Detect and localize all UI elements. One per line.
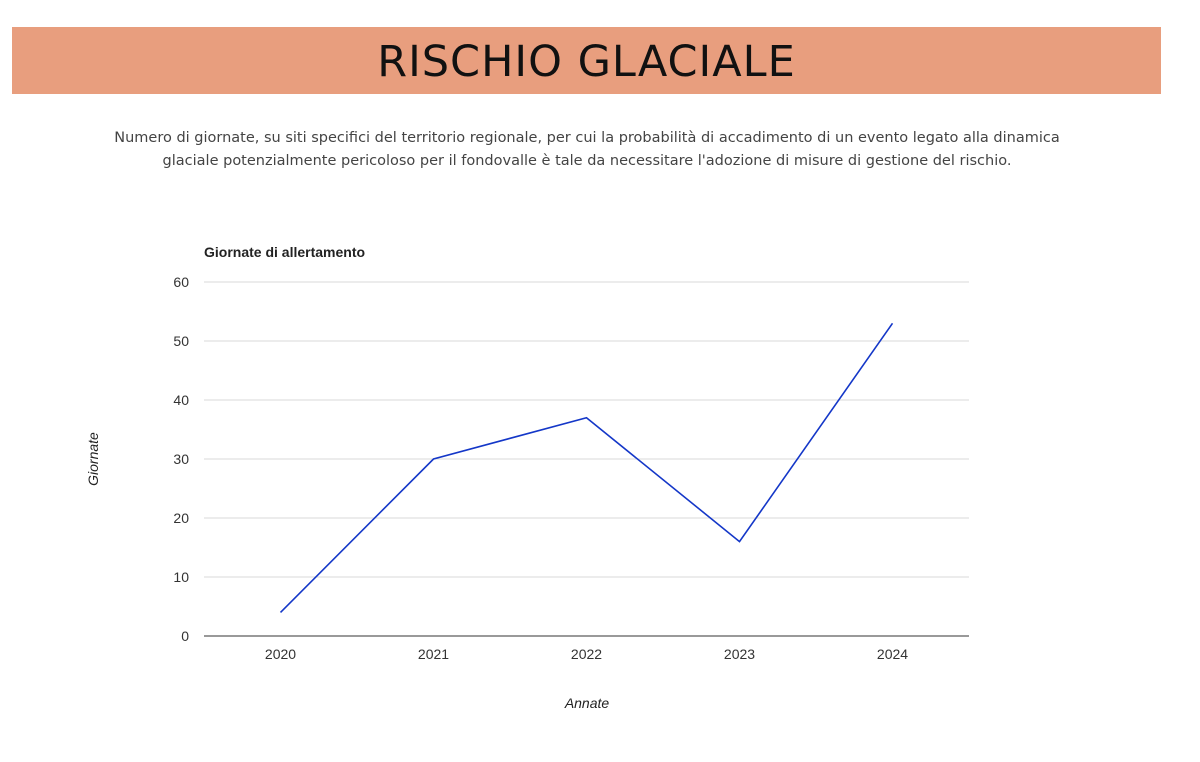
y-tick-label: 50 <box>173 333 189 349</box>
y-tick-label: 60 <box>173 274 189 290</box>
y-axis-label: Giornate <box>85 432 101 486</box>
y-axis-ticks: 0 10 20 30 40 50 60 <box>173 274 189 644</box>
data-point[interactable] <box>889 319 897 327</box>
x-tick-label: 2023 <box>724 646 755 662</box>
x-tick-label: 2021 <box>418 646 449 662</box>
y-tick-label: 40 <box>173 392 189 408</box>
series-layer <box>277 319 897 616</box>
series-line <box>279 322 894 613</box>
chart-title: Giornate di allertamento <box>204 244 365 260</box>
y-tick-label: 10 <box>173 569 189 585</box>
header-banner: RISCHIO GLACIALE <box>12 27 1161 94</box>
gridlines <box>204 281 969 637</box>
page-title: RISCHIO GLACIALE <box>377 37 796 87</box>
line-chart: Giornate di allertamento 0 10 20 30 40 50 60 2… <box>85 244 969 711</box>
y-tick-label: 20 <box>173 510 189 526</box>
x-axis-label: Annate <box>564 695 610 711</box>
x-axis-ticks: 2020 2021 2022 2023 2024 <box>265 646 908 662</box>
x-tick-label: 2020 <box>265 646 296 662</box>
data-point[interactable] <box>583 414 591 422</box>
y-tick-label: 0 <box>181 628 189 644</box>
chart-container: Giornate di allertamento 0 10 20 30 40 50 60 2… <box>0 230 1200 730</box>
page-description: Numero di giornate, su siti specifici de… <box>114 130 1060 169</box>
x-tick-label: 2022 <box>571 646 602 662</box>
x-tick-label: 2024 <box>877 646 908 662</box>
data-point[interactable] <box>277 608 285 616</box>
data-point[interactable] <box>736 538 744 546</box>
data-point[interactable] <box>430 455 438 463</box>
y-tick-label: 30 <box>173 451 189 467</box>
